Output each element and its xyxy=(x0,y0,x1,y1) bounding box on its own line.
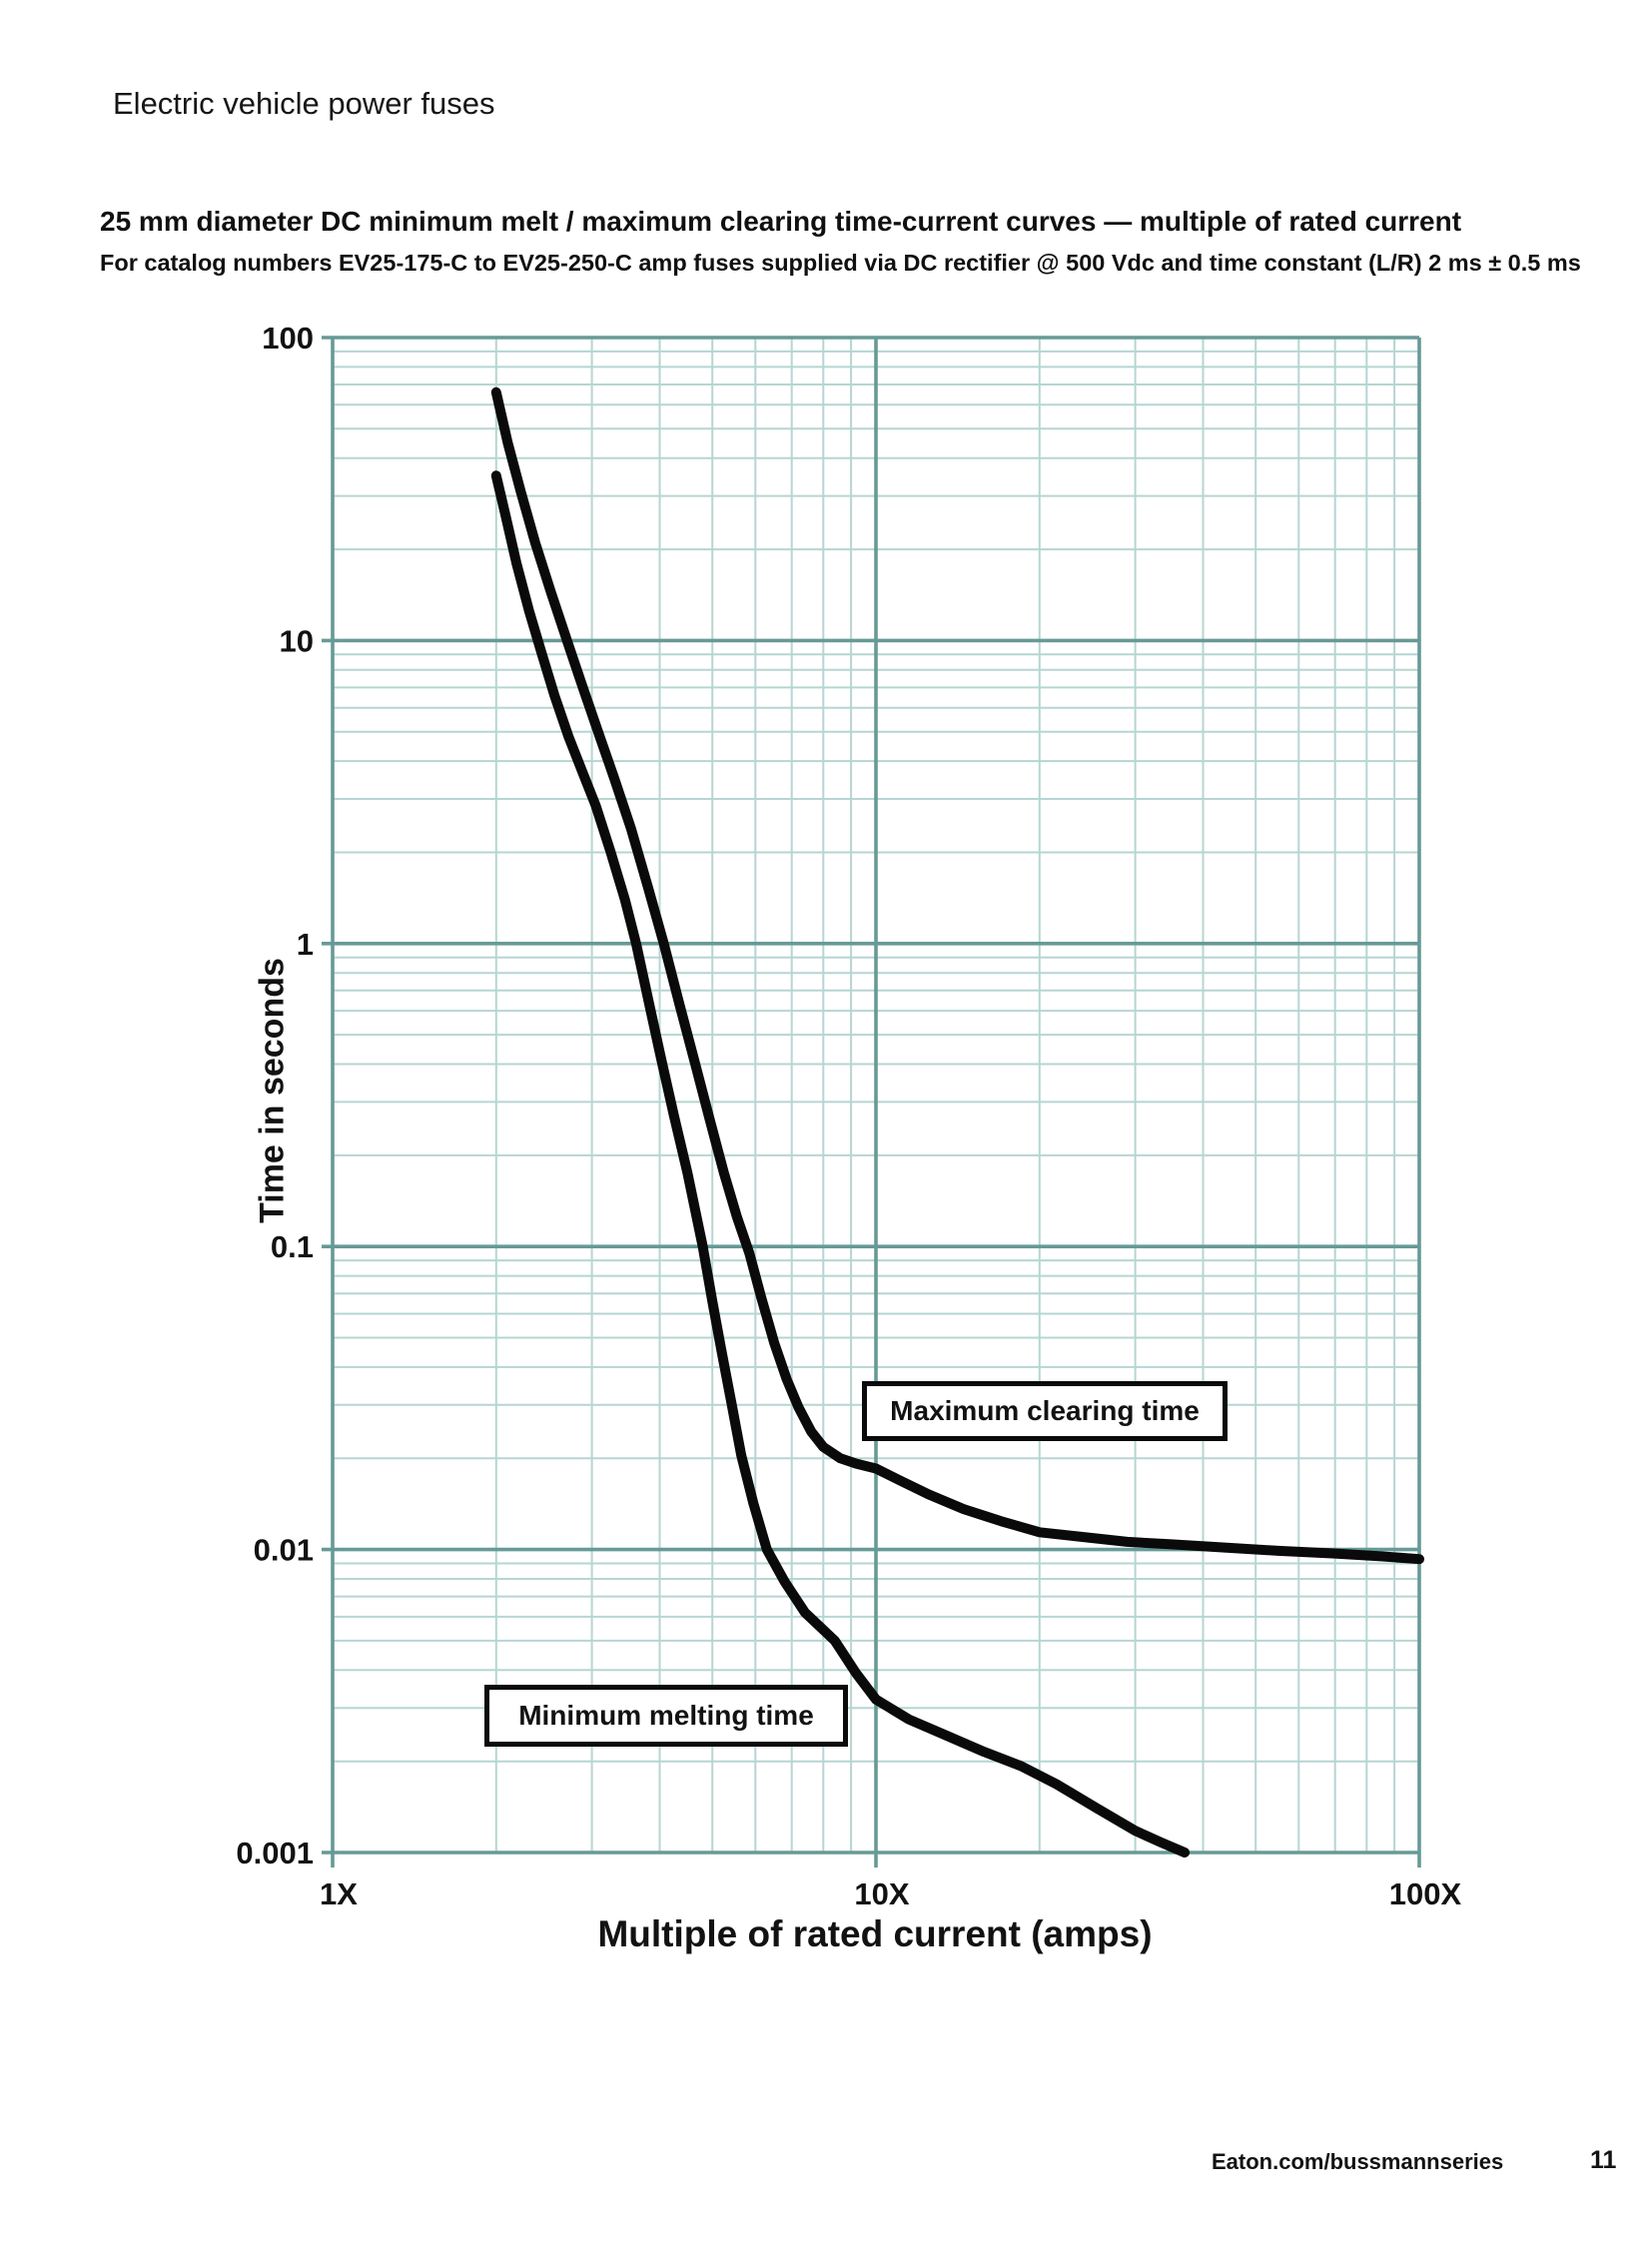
x-tick-label: 1X xyxy=(320,1876,358,1911)
grid-major-lines xyxy=(322,336,1421,1868)
x-axis-title: Multiple of rated current (amps) xyxy=(597,1913,1153,1954)
label-box-minimum-melting-time: Minimum melting time xyxy=(484,1685,848,1747)
x-tick-label: 100X xyxy=(1389,1876,1462,1911)
footer-link: Eaton.com/bussmannseries xyxy=(1212,2149,1504,2174)
y-tick-label: 0.01 xyxy=(254,1533,314,1568)
page-number: 11 xyxy=(1590,2146,1617,2174)
chart-title: 25 mm diameter DC minimum melt / maximum… xyxy=(100,206,1462,237)
y-tick-label: 0.001 xyxy=(236,1836,314,1870)
x-tick-label: 10X xyxy=(854,1876,909,1911)
y-axis-title: Time in seconds xyxy=(253,958,292,1223)
curve-minimum-melting-time xyxy=(490,470,1191,1858)
y-tick-label: 10 xyxy=(280,623,314,658)
page-header: Electric vehicle power fuses xyxy=(113,86,495,121)
y-tick-label: 100 xyxy=(262,321,314,356)
label-box-maximum-clearing-time: Maximum clearing time xyxy=(862,1381,1228,1441)
y-tick-label: 1 xyxy=(297,927,314,962)
chart-subtitle: For catalog numbers EV25-175-C to EV25-2… xyxy=(100,250,1581,276)
y-tick-label: 0.1 xyxy=(271,1229,314,1264)
curve-maximum-clearing-time xyxy=(490,386,1424,1565)
